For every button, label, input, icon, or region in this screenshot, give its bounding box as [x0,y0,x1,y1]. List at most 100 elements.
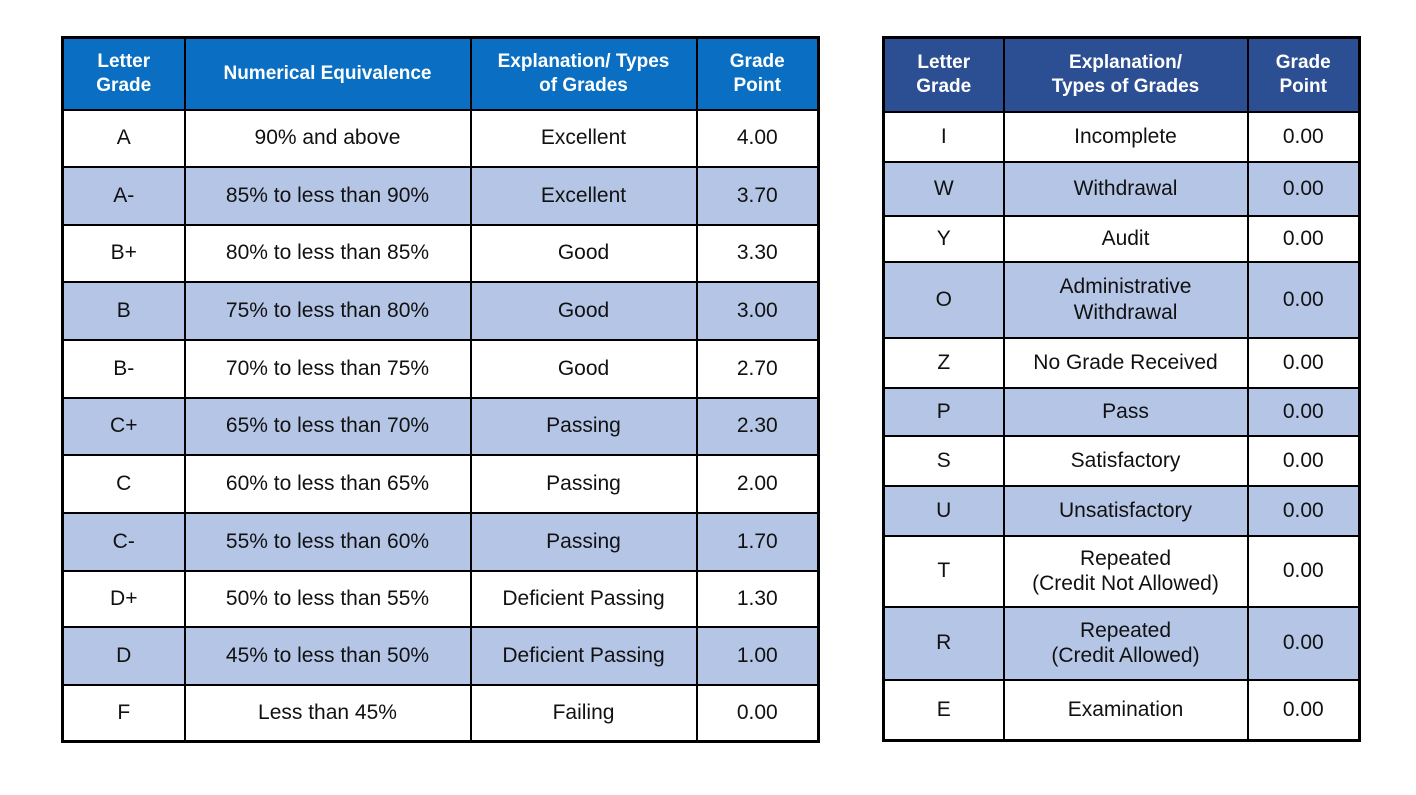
numerical-equivalence-cell: 45% to less than 50% [183,625,472,686]
explanation-cell: Good [469,223,698,283]
grade-point-cell: 0.00 [1246,605,1361,681]
table-row: I Incomplete 0.00 [882,110,1361,163]
letter-grade-cell: B+ [61,223,186,283]
header-grade-point: Grade Point [695,36,820,111]
letter-grade-cell: S [882,434,1005,487]
explanation-cell: Passing [469,453,698,514]
numerical-equivalence-cell: 60% to less than 65% [183,453,472,514]
table-row: O Administrative Withdrawal 0.00 [882,260,1361,339]
explanation-cell: Repeated (Credit Not Allowed) [1002,534,1249,608]
table-row: A 90% and above Excellent 4.00 [61,108,820,168]
table-row: C- 55% to less than 60% Passing 1.70 [61,511,820,572]
table-row: C 60% to less than 65% Passing 2.00 [61,453,820,514]
grade-point-cell: 4.00 [695,108,820,168]
grade-point-cell: 0.00 [1246,110,1361,163]
table-row: B- 70% to less than 75% Good 2.70 [61,338,820,399]
explanation-cell: Passing [469,511,698,572]
letter-grade-cell: F [61,683,186,743]
table-row: C+ 65% to less than 70% Passing 2.30 [61,396,820,456]
table-row: P Pass 0.00 [882,386,1361,437]
explanation-cell: Excellent [469,165,698,226]
letter-grade-cell: E [882,678,1005,742]
letter-grade-cell: D+ [61,569,186,628]
header-letter-grade: Letter Grade [882,36,1005,113]
explanation-cell: Examination [1002,678,1249,742]
explanation-cell: Good [469,280,698,341]
letter-grade-cell: B- [61,338,186,399]
grade-point-cell: 1.70 [695,511,820,572]
table-row: D 45% to less than 50% Deficient Passing 1.… [61,625,820,686]
letter-grade-cell: D [61,625,186,686]
grade-point-cell: 3.70 [695,165,820,226]
explanation-cell: Good [469,338,698,399]
explanation-cell: Pass [1002,386,1249,437]
table-row: Z No Grade Received 0.00 [882,336,1361,389]
letter-grade-cell: I [882,110,1005,163]
header-explanation: Explanation/ Types of Grades [469,36,698,111]
letter-grade-cell: T [882,534,1005,608]
explanation-cell: Unsatisfactory [1002,484,1249,537]
explanation-cell: Satisfactory [1002,434,1249,487]
numerical-equivalence-cell: 55% to less than 60% [183,511,472,572]
numerical-equivalence-cell: 85% to less than 90% [183,165,472,226]
letter-grade-table-body: A 90% and above Excellent 4.00 A- 85% to less… [61,108,820,743]
letter-grade-cell: C+ [61,396,186,456]
table-header-row: Letter Grade Numerical Equivalence Explan… [61,36,820,111]
grade-point-cell: 0.00 [1246,484,1361,537]
letter-grade-cell: U [882,484,1005,537]
grade-point-cell: 1.30 [695,569,820,628]
grade-point-cell: 2.70 [695,338,820,399]
explanation-cell: Deficient Passing [469,569,698,628]
letter-grade-cell: A [61,108,186,168]
table-row: A- 85% to less than 90% Excellent 3.70 [61,165,820,226]
letter-grade-cell: A- [61,165,186,226]
header-grade-point: Grade Point [1246,36,1361,113]
grade-point-cell: 3.00 [695,280,820,341]
explanation-cell: Incomplete [1002,110,1249,163]
numerical-equivalence-cell: 70% to less than 75% [183,338,472,399]
table-header-row: Letter Grade Explanation/Types of Grades … [882,36,1361,113]
numerical-equivalence-cell: Less than 45% [183,683,472,743]
letter-grade-cell: W [882,160,1005,217]
table-row: S Satisfactory 0.00 [882,434,1361,487]
grade-point-cell: 0.00 [1246,534,1361,608]
explanation-cell: Excellent [469,108,698,168]
grade-point-cell: 1.00 [695,625,820,686]
letter-grade-cell: C- [61,511,186,572]
explanation-cell: Passing [469,396,698,456]
table-row: E Examination 0.00 [882,678,1361,742]
grade-point-cell: 0.00 [1246,336,1361,389]
grade-point-cell: 2.30 [695,396,820,456]
table-row: F Less than 45% Failing 0.00 [61,683,820,743]
grade-point-cell: 3.30 [695,223,820,283]
header-explanation: Explanation/Types of Grades [1002,36,1249,113]
numerical-equivalence-cell: 65% to less than 70% [183,396,472,456]
grade-point-cell: 0.00 [1246,678,1361,742]
grade-point-cell: 0.00 [1246,260,1361,339]
explanation-cell: No Grade Received [1002,336,1249,389]
table-row: W Withdrawal 0.00 [882,160,1361,217]
numerical-equivalence-cell: 75% to less than 80% [183,280,472,341]
table-row: Y Audit 0.00 [882,214,1361,263]
grade-point-cell: 0.00 [1246,214,1361,263]
letter-grade-cell: C [61,453,186,514]
numerical-equivalence-cell: 50% to less than 55% [183,569,472,628]
letter-grade-cell: O [882,260,1005,339]
numerical-equivalence-cell: 80% to less than 85% [183,223,472,283]
table-row: T Repeated (Credit Not Allowed) 0.00 [882,534,1361,608]
table-row: D+ 50% to less than 55% Deficient Passing 1… [61,569,820,628]
table-row: B 75% to less than 80% Good 3.00 [61,280,820,341]
letter-grade-table: Letter Grade Numerical Equivalence Explan… [61,36,820,743]
letter-grade-cell: P [882,386,1005,437]
header-numerical-equivalence: Numerical Equivalence [183,36,472,111]
letter-grade-cell: B [61,280,186,341]
numerical-equivalence-cell: 90% and above [183,108,472,168]
table-row: B+ 80% to less than 85% Good 3.30 [61,223,820,283]
explanation-cell: Failing [469,683,698,743]
other-grade-table-body: I Incomplete 0.00 W Withdrawal 0.00 Y Audit 0.00… [882,110,1361,742]
letter-grade-cell: Z [882,336,1005,389]
grade-point-cell: 0.00 [1246,386,1361,437]
letter-grade-cell: R [882,605,1005,681]
grade-point-cell: 0.00 [1246,434,1361,487]
explanation-cell: Withdrawal [1002,160,1249,217]
